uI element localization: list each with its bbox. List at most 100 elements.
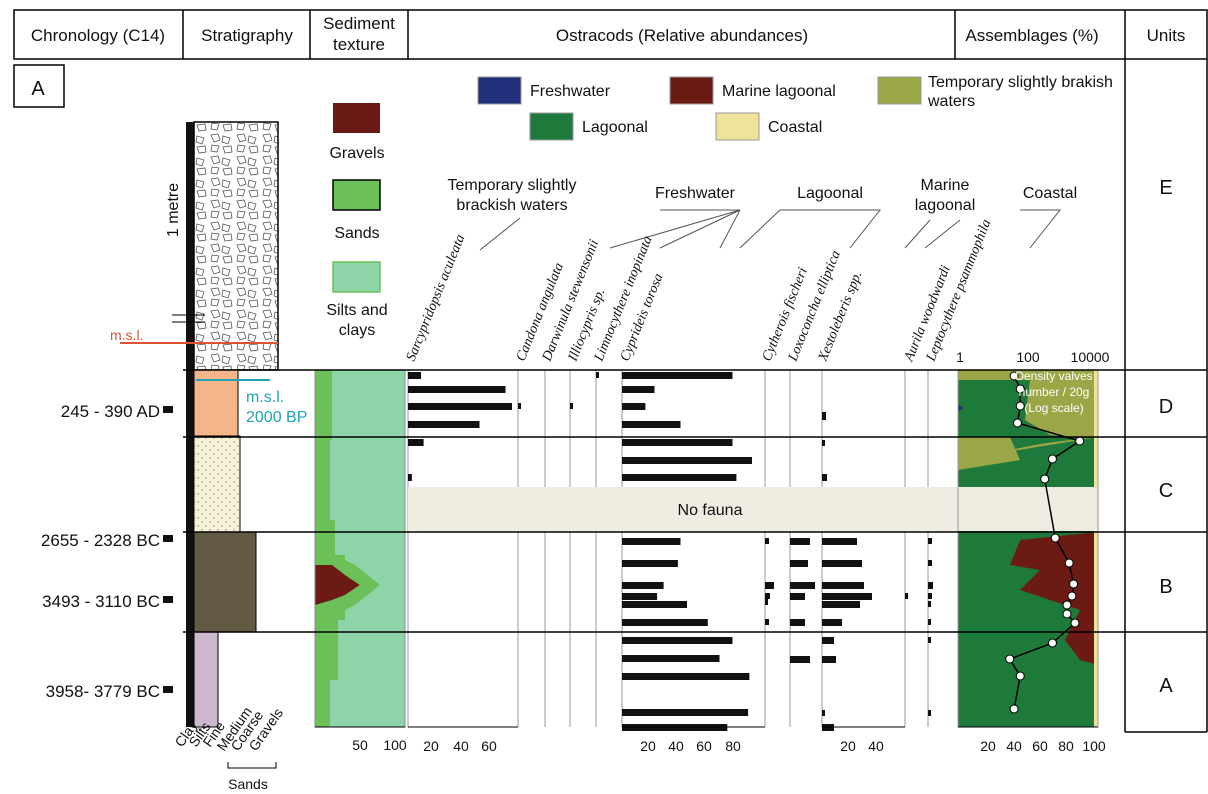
tick-asm-80: 80 — [1058, 738, 1074, 754]
header-stratigraphy: Stratigraphy — [201, 26, 293, 45]
density-point — [1062, 600, 1072, 610]
stratigraphy-column: 1 metre m.s.l. m.s.l. 2000 BP Clay Silts… — [110, 121, 307, 792]
density-point — [1069, 579, 1079, 589]
density-point — [1012, 418, 1022, 428]
tick-cyp-20: 20 — [640, 738, 656, 754]
density-point — [1009, 704, 1019, 714]
cyprideis-bar — [622, 474, 737, 481]
loxoconcha-bar — [790, 582, 815, 589]
grain-sands: Sands — [228, 776, 268, 792]
sarcypridopsis-bar — [408, 372, 421, 379]
legend-swatch-lagoonal — [529, 112, 574, 141]
legend-swatch-temporary — [877, 76, 922, 105]
header-chronology: Chronology (C14) — [31, 26, 165, 45]
msl-2000-label-1: m.s.l. — [246, 389, 284, 406]
msl-2000-label-2: 2000 BP — [246, 409, 307, 426]
density-label-1: Density valves — [1015, 369, 1092, 383]
density-label-3: (Log scale) — [1024, 401, 1083, 415]
group-coastal: Coastal — [1023, 185, 1077, 202]
density-point — [1047, 454, 1057, 464]
tick-asm-40: 40 — [1006, 738, 1022, 754]
density-point — [1009, 371, 1019, 381]
group-marine-2: lagoonal — [915, 197, 976, 214]
legend-swatch-coastal — [715, 112, 760, 141]
cyprideis-bar — [622, 372, 733, 379]
shell-layer-b — [193, 531, 257, 633]
sarcypridopsis-bar — [408, 474, 412, 481]
xestoleberis-bar — [822, 560, 862, 567]
bars-sarcypridopsis — [408, 372, 512, 481]
sediment-label-silts-2: clays — [339, 322, 375, 339]
header-assemblages: Assemblages (%) — [965, 26, 1098, 45]
cyprideis-bar — [622, 593, 658, 600]
tick-sarcy-20: 20 — [423, 738, 439, 754]
group-temporary-2: brackish waters — [456, 197, 567, 214]
no-fauna-label: No fauna — [678, 502, 743, 519]
sarcypridopsis-bar — [408, 386, 506, 393]
chron-2: 2655 - 2328 BC — [41, 531, 160, 550]
unit-a: A — [1159, 675, 1173, 697]
bars-loxoconcha — [790, 538, 815, 663]
group-marine-1: Marine — [921, 177, 970, 194]
ostracod-axes — [407, 370, 929, 727]
sediment-swatch-gravels — [333, 103, 380, 133]
tick-asm-20: 20 — [980, 738, 996, 754]
sands-fill — [315, 370, 345, 727]
tick-sarcy-40: 40 — [453, 738, 469, 754]
xestoleberis-bar — [822, 601, 860, 608]
xestoleberis-bar — [822, 582, 864, 589]
xestoleberis-bar — [822, 637, 834, 644]
xestoleberis-bar — [822, 656, 836, 663]
group-temporary-1: Temporary slightly — [448, 177, 577, 194]
loxoconcha-bar — [790, 560, 808, 567]
cyprideis-bar — [622, 386, 655, 393]
species-group-labels: Temporary slightly brackish waters Fresh… — [448, 177, 1077, 251]
sediment-texture-column: 50 100 — [314, 369, 407, 753]
cyprideis-bar — [622, 403, 646, 410]
xestoleberis-bar — [822, 593, 872, 600]
sediment-label-sands: Sands — [334, 225, 379, 242]
tick-cyp-60: 60 — [696, 738, 712, 754]
cyprideis-bar — [622, 673, 750, 680]
gravels-fill — [315, 565, 360, 605]
legend-label-marine-lagoonal: Marine lagoonal — [722, 83, 836, 100]
sediment-tick-50: 50 — [352, 737, 368, 753]
cyprideis-bar — [622, 582, 664, 589]
unit-boundaries — [183, 369, 1207, 633]
legend-swatch-freshwater — [477, 76, 522, 105]
density-tick-10000: 10000 — [1071, 349, 1110, 365]
tick-sarcy-60: 60 — [481, 738, 497, 754]
unit-letters: E D C B A — [1159, 177, 1174, 697]
density-tick-100: 100 — [1016, 349, 1040, 365]
loxoconcha-bar — [790, 656, 810, 663]
cyprideis-bar — [622, 457, 752, 464]
cyprideis-bar — [622, 637, 733, 644]
sediment-swatch-sands — [332, 179, 381, 211]
density-point — [1064, 558, 1074, 568]
gravel-layer-e — [193, 121, 279, 371]
legend-label-lagoonal: Lagoonal — [582, 119, 648, 136]
minor-bars — [518, 372, 933, 716]
header-sediment-2: texture — [333, 35, 385, 54]
density-point — [1015, 671, 1025, 681]
density-tick-1: 1 — [956, 349, 964, 365]
xestoleberis-bar — [822, 619, 842, 626]
tick-cyp-40: 40 — [668, 738, 684, 754]
sediment-label-gravels: Gravels — [329, 145, 384, 162]
density-point — [1062, 609, 1072, 619]
sediment-swatch-silts — [332, 261, 381, 293]
cyprideis-bar — [622, 619, 708, 626]
unit-d: D — [1159, 396, 1173, 418]
group-lagoonal: Lagoonal — [797, 185, 863, 202]
tick-asm-60: 60 — [1032, 738, 1048, 754]
unit-b: B — [1159, 576, 1172, 598]
density-point — [1005, 654, 1015, 664]
tick-cyp-80: 80 — [725, 738, 741, 754]
legend-label-temporary: Temporary slightly brakish — [928, 74, 1113, 91]
density-point — [1040, 474, 1050, 484]
density-point — [1047, 638, 1057, 648]
chron-4: 3958- 3779 BC — [46, 682, 160, 701]
header-sediment-1: Sediment — [323, 14, 395, 33]
cyprideis-bar — [622, 560, 678, 567]
